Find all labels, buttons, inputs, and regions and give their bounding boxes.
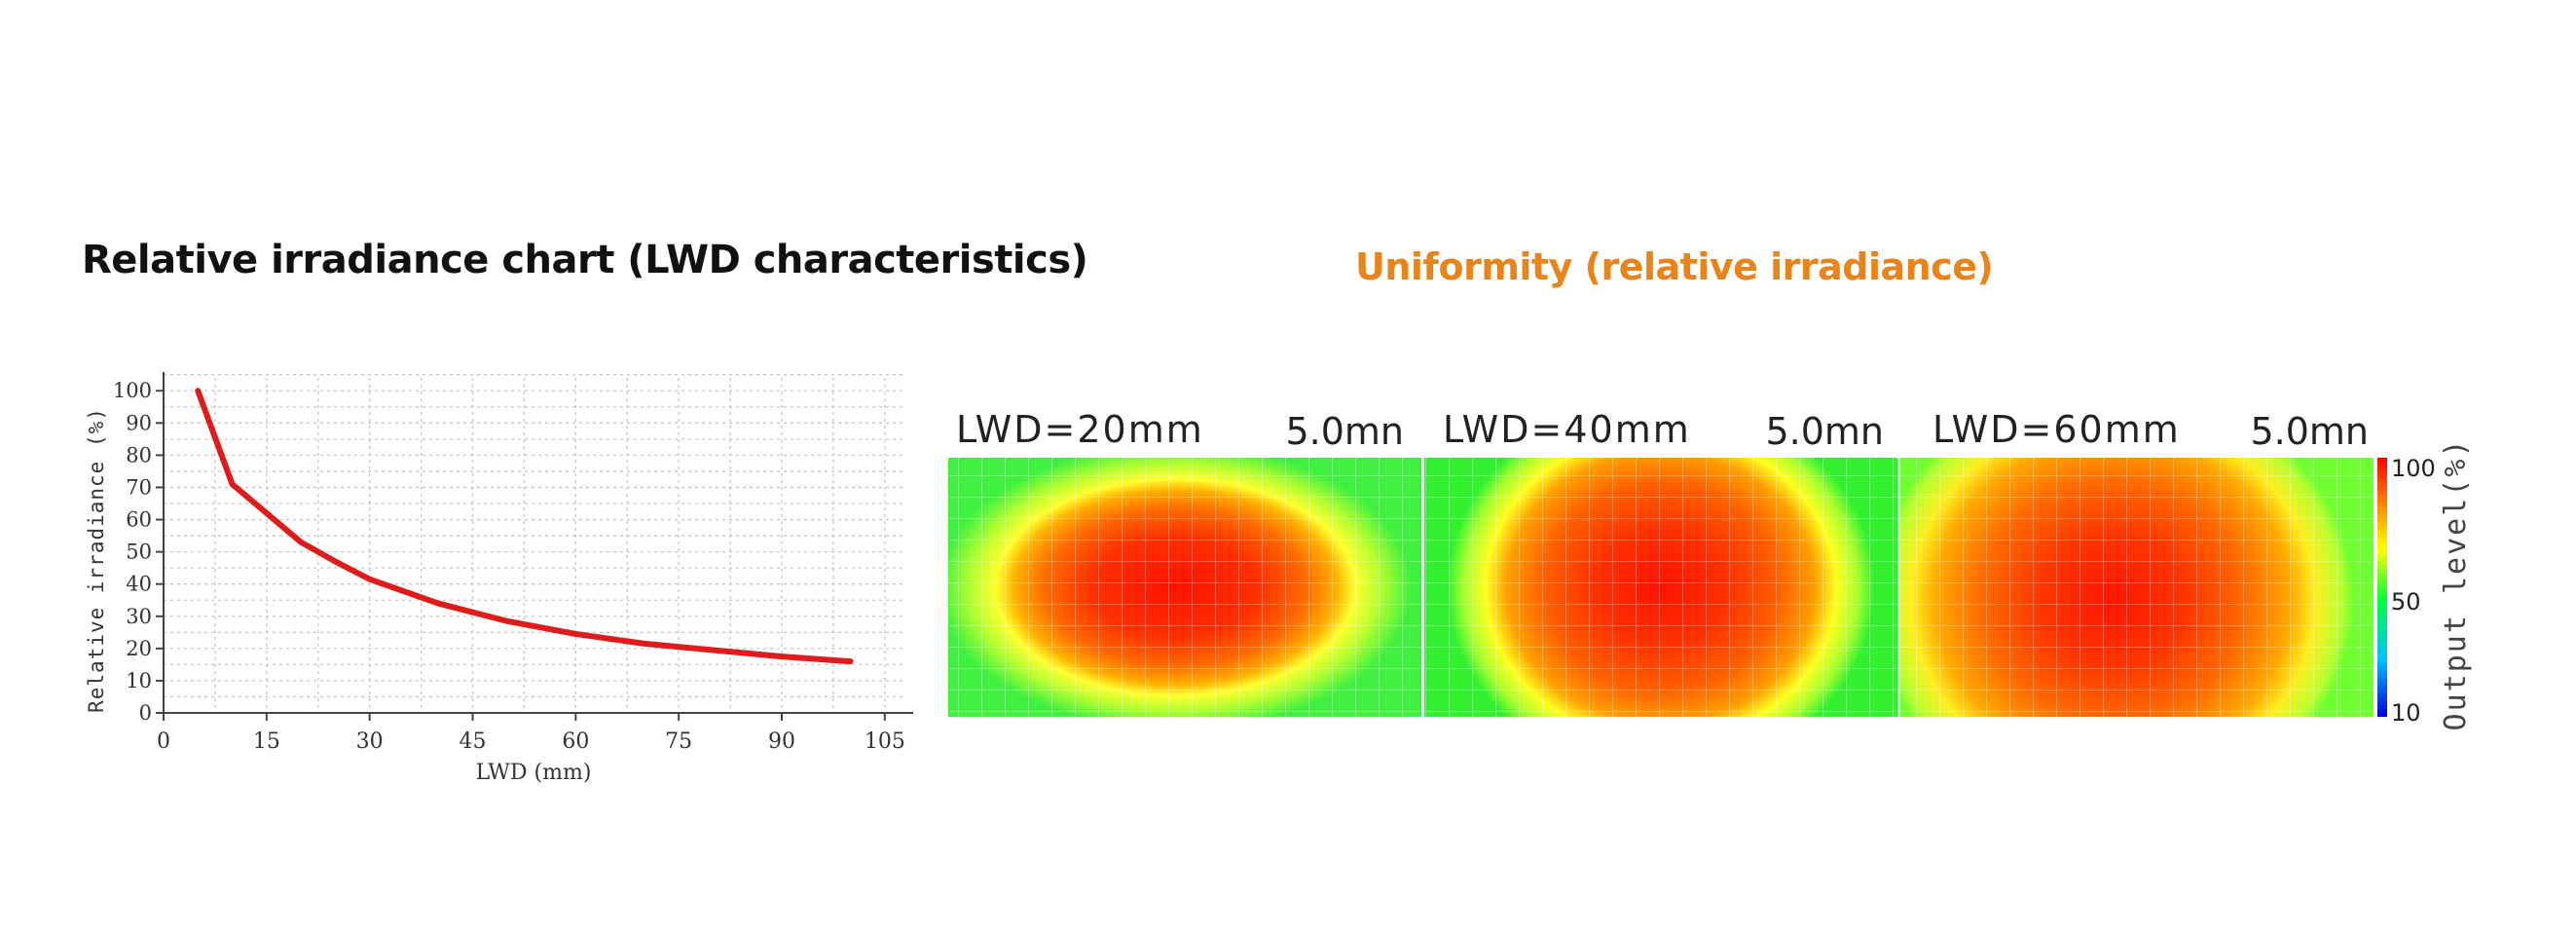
x-tick-label: 105: [865, 729, 905, 754]
colorbar-label: Output level(%): [2439, 438, 2473, 731]
chart-axes: [156, 372, 913, 721]
y-tick-label: 90: [126, 411, 152, 434]
colorbar: [2377, 458, 2387, 717]
y-tick-label: 30: [126, 605, 152, 628]
x-tick-label: 15: [253, 729, 280, 754]
heatmap-panel-3: [1900, 458, 2374, 717]
y-tick-label: 0: [139, 701, 152, 725]
panel-2-scale: 5.0mn: [1765, 410, 1884, 453]
y-tick-label: 80: [126, 443, 152, 467]
y-tick-label: 50: [126, 541, 152, 564]
panel-1-label: LWD=20mm: [956, 408, 1204, 451]
y-tick-label: 40: [126, 573, 152, 596]
irradiance-line-chart: 0 15 30 45 60 75 90 105 0102030405060708090100 …: [85, 372, 913, 785]
y-tick-label: 60: [126, 508, 152, 532]
y-tick-labels: 0 10 20 30 40 50 60 70 80 90 100: [113, 379, 152, 725]
heatmap-panel-1: [948, 458, 1421, 717]
x-tick-labels: 0 15 30 45 60 75 90 105: [157, 729, 905, 754]
panel-2-label: LWD=40mm: [1443, 408, 1691, 451]
y-tick-label: 70: [126, 475, 152, 499]
chart-grid: [164, 374, 905, 713]
series-group: [195, 388, 854, 665]
y-tick-label: 100: [113, 379, 152, 402]
y-tick-label: 10: [126, 669, 152, 692]
colorbar-tick-10: 10: [2391, 699, 2421, 727]
x-tick-label: 30: [356, 729, 384, 754]
x-tick-label: 45: [460, 729, 487, 754]
x-axis-label: LWD (mm): [476, 761, 592, 785]
y-axis-label: Relative irradiance (%): [85, 407, 108, 713]
x-tick-label: 75: [665, 729, 692, 754]
uniformity-heatmaps: LWD=20mm 5.0mn LWD=40mm 5.0mn LWD=60mm 5…: [948, 408, 2473, 731]
panel-3-scale: 5.0mn: [2250, 410, 2369, 453]
series-line: [195, 388, 854, 665]
y-tick-label: 20: [126, 637, 152, 660]
colorbar-tick-100: 100: [2391, 455, 2436, 482]
x-tick-label: 90: [768, 729, 795, 754]
right-chart-title: Uniformity (relative irradiance): [1355, 245, 1994, 288]
x-tick-label: 60: [562, 729, 589, 754]
left-chart-title: Relative irradiance chart (LWD character…: [82, 238, 1088, 282]
x-tick-label: 0: [157, 729, 170, 754]
heatmap-panel-2: [1424, 458, 1897, 717]
panel-3-label: LWD=60mm: [1932, 408, 2181, 451]
panel-1-scale: 5.0mn: [1285, 410, 1404, 453]
colorbar-tick-50: 50: [2391, 588, 2421, 616]
